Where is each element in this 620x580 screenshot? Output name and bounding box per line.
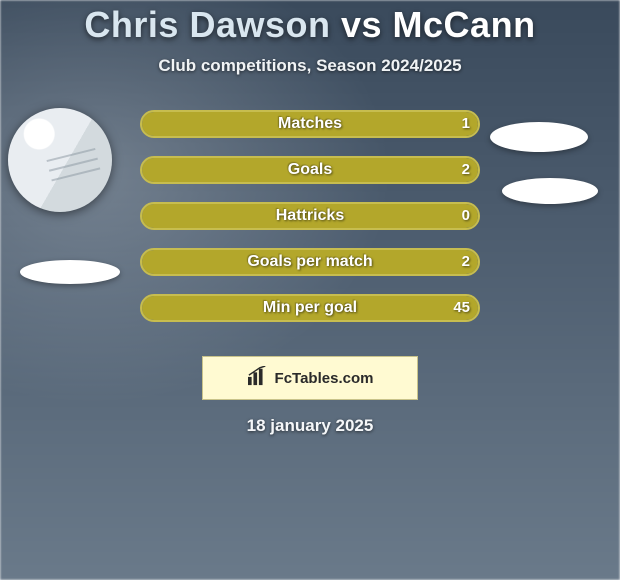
bar-fill	[142, 296, 478, 320]
stat-row-hattricks: Hattricks0	[140, 200, 480, 232]
bar-fill	[142, 112, 478, 136]
player1-avatar	[8, 108, 112, 212]
bar-track	[140, 294, 480, 322]
title-player2: McCann	[393, 4, 536, 45]
bar-fill	[142, 204, 478, 228]
subtitle: Club competitions, Season 2024/2025	[0, 56, 620, 76]
stat-row-gpm: Goals per match2	[140, 246, 480, 278]
content-wrapper: Chris Dawson vs McCann Club competitions…	[0, 0, 620, 580]
title-player1: Chris Dawson	[84, 4, 330, 45]
stat-row-goals: Goals2	[140, 154, 480, 186]
stat-row-matches: Matches1	[140, 108, 480, 140]
title-vs: vs	[341, 4, 382, 45]
placeholder-oval-right-top	[490, 122, 588, 152]
placeholder-oval-left-bottom	[20, 260, 120, 284]
bar-fill	[142, 158, 478, 182]
bar-fill	[142, 250, 478, 274]
stat-rows: Matches1 Goals2 Hattricks0 Goals per match2…	[140, 108, 480, 338]
stat-row-mpg: Min per goal45	[140, 292, 480, 324]
brand-badge: FcTables.com	[202, 356, 418, 400]
bars-icon	[247, 366, 269, 390]
placeholder-oval-right-2	[502, 178, 598, 204]
bar-track	[140, 248, 480, 276]
bar-track	[140, 156, 480, 184]
page-title: Chris Dawson vs McCann	[0, 4, 620, 46]
bar-track	[140, 202, 480, 230]
date-text: 18 january 2025	[0, 416, 620, 436]
brand-text: FcTables.com	[275, 370, 374, 387]
bar-track	[140, 110, 480, 138]
